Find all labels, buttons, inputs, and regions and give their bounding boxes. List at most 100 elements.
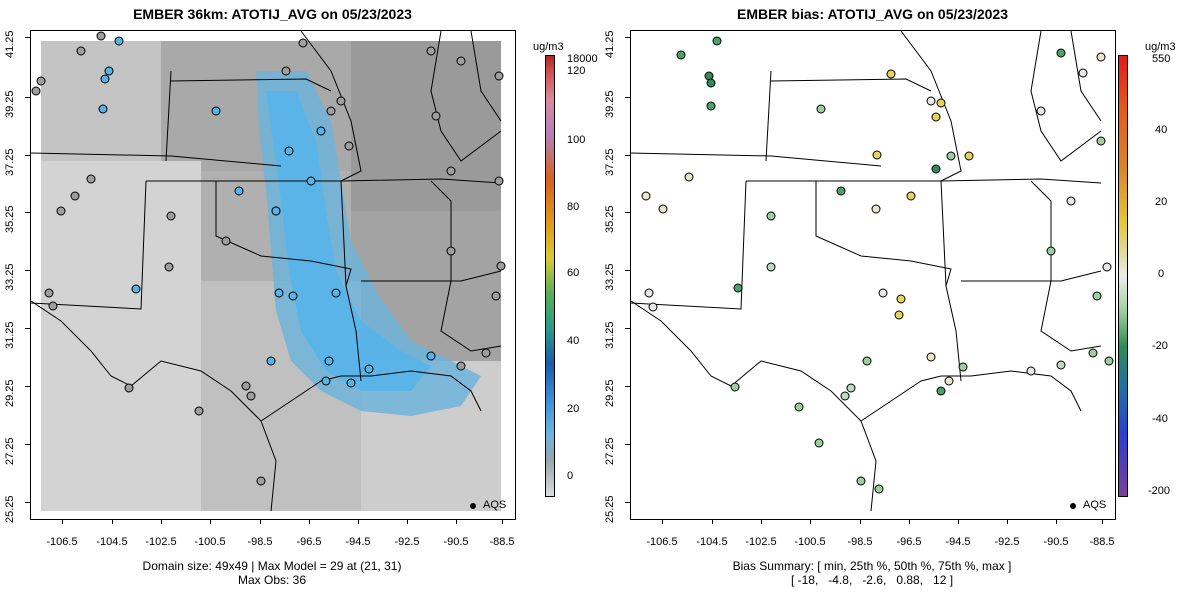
cbar-tick: 0 [567,470,574,482]
bias-point [641,191,651,201]
legend-dot [1070,503,1076,509]
y-tick-label: 25.25 [604,495,616,523]
y-tick-label: 39.25 [4,90,16,118]
x-tick-label: -104.5 [96,536,128,548]
y-tick-label: 33.25 [4,263,16,291]
bias-point [733,283,743,293]
x-tick-label: -98.5 [247,536,273,548]
bias-point [862,356,872,366]
bias-point [706,101,716,111]
bias-point [944,376,954,386]
obs-point [70,191,80,201]
bias-point [906,191,916,201]
obs-point [326,106,336,116]
obs-point [86,174,96,184]
x-tick-label: -98.5 [847,536,873,548]
y-tick-label: 29.25 [4,379,16,407]
bias-point [1096,52,1106,62]
obs-point [281,66,291,76]
obs-point [346,378,356,388]
bias-point [871,204,881,214]
obs-point [324,356,334,366]
obs-point [298,38,308,48]
x-tick-label: -92.5 [994,536,1020,548]
bias-point [836,186,846,196]
model-title: EMBER 36km: ATOTIJ_AVG on 05/23/2023 [133,6,412,22]
obs-point [456,361,466,371]
y-tick-label: 27.25 [4,437,16,465]
obs-point [491,291,501,301]
obs-point [288,291,298,301]
x-tick-label: -90.5 [443,536,469,548]
cbar-tick: -40 [1152,413,1168,425]
bias-point [648,302,658,312]
obs-point [446,246,456,256]
obs-point [256,476,266,486]
obs-point [246,391,256,401]
cbar-tick: 20 [567,403,580,415]
obs-point [364,364,374,374]
model-colorbar [545,55,555,497]
cbar-tick: 20 [1155,196,1168,208]
bias-point [856,476,866,486]
bias-point [676,50,686,60]
bias-point [1056,48,1066,58]
obs-point [96,31,106,41]
cbar-tick: -20 [1152,340,1168,352]
bias-point [1078,68,1088,78]
obs-point [336,96,346,106]
bias-point [1088,348,1098,358]
y-tick-label: 37.25 [4,148,16,176]
obs-point [496,261,506,271]
legend-dot [470,503,476,509]
obs-point [98,104,108,114]
x-tick-label: -96.5 [896,536,922,548]
bias-colorbar-unit: ug/m3 [1145,41,1176,53]
x-tick-label: -104.5 [696,536,728,548]
obs-point [234,186,244,196]
y-tick-label: 41.25 [4,30,16,58]
aqs-legend-label: AQS [1083,499,1107,511]
bias-footer-line1: Bias Summary: [ min, 25th %, 50th %, 75t… [732,559,1012,573]
cbar-tick: 40 [1155,124,1168,136]
y-tick-label: 37.25 [604,148,616,176]
obs-point [164,262,174,272]
obs-point [44,288,54,298]
obs-point [446,166,456,176]
grid-region-ne [351,41,501,211]
bias-point [712,36,722,46]
bias-point [936,386,946,396]
cbar-tick: 120 [567,65,586,77]
obs-point [481,348,491,358]
obs-point [266,356,276,366]
y-tick-label: 31.25 [4,321,16,349]
obs-point [456,56,466,66]
obs-point [31,86,41,96]
cbar-tick: 40 [567,335,580,347]
bias-point [644,288,654,298]
bias-point [840,391,850,401]
obs-point [48,301,58,311]
aqs-observations [31,31,506,509]
obs-point [36,76,46,86]
bias-point [814,438,824,448]
cbar-tick: 80 [567,201,580,213]
bias-point [1096,136,1106,146]
bias-point [1036,106,1046,116]
bias-point [730,382,740,392]
bias-point [936,98,946,108]
bias-point [816,104,826,114]
y-tick-label: 35.25 [604,205,616,233]
obs-point [331,288,341,298]
obs-point [306,176,316,186]
bias-point [1102,262,1112,272]
obs-point [426,351,436,361]
cbar-tick: -200 [1148,485,1171,497]
obs-point [194,406,204,416]
x-tick-label: -92.5 [394,536,420,548]
bias-point [878,288,888,298]
y-tick-label: 25.25 [4,495,16,523]
cbar-tick: 18000 [567,53,598,65]
bias-point [964,151,974,161]
bias-map-svg [631,31,1114,512]
